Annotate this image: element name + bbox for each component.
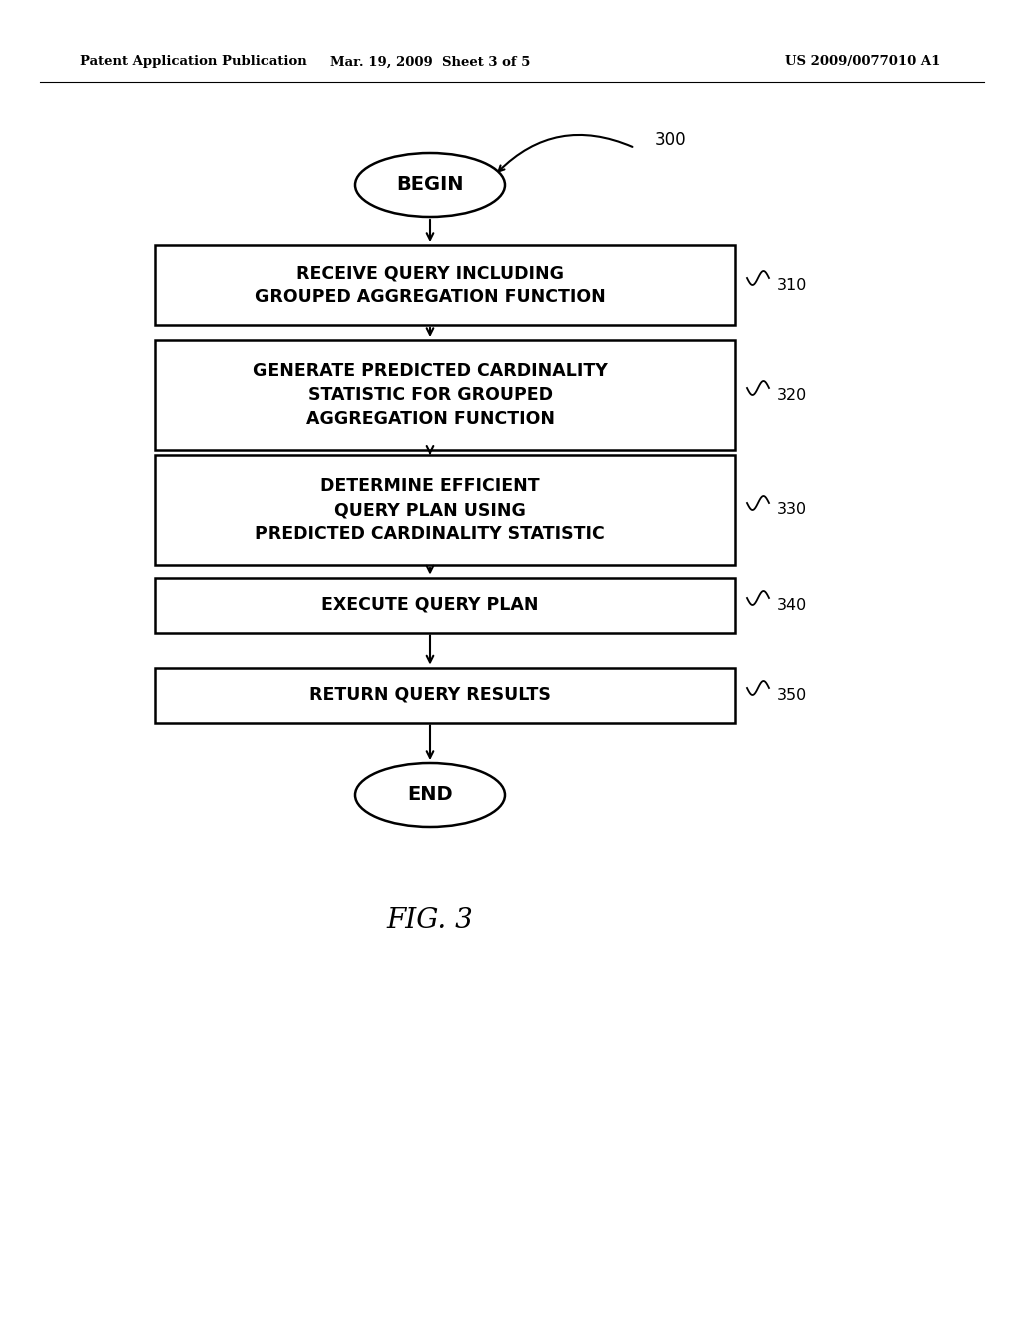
Text: EXECUTE QUERY PLAN: EXECUTE QUERY PLAN <box>322 597 539 614</box>
Text: RETURN QUERY RESULTS: RETURN QUERY RESULTS <box>309 686 551 704</box>
Text: DETERMINE EFFICIENT
QUERY PLAN USING
PREDICTED CARDINALITY STATISTIC: DETERMINE EFFICIENT QUERY PLAN USING PRE… <box>255 478 605 543</box>
Text: Patent Application Publication: Patent Application Publication <box>80 55 307 69</box>
Text: 310: 310 <box>777 277 807 293</box>
Text: 320: 320 <box>777 388 807 403</box>
Text: Mar. 19, 2009  Sheet 3 of 5: Mar. 19, 2009 Sheet 3 of 5 <box>330 55 530 69</box>
Text: RECEIVE QUERY INCLUDING
GROUPED AGGREGATION FUNCTION: RECEIVE QUERY INCLUDING GROUPED AGGREGAT… <box>255 264 605 306</box>
Text: FIG. 3: FIG. 3 <box>387 907 473 933</box>
Text: 300: 300 <box>655 131 687 149</box>
Text: BEGIN: BEGIN <box>396 176 464 194</box>
Text: US 2009/0077010 A1: US 2009/0077010 A1 <box>784 55 940 69</box>
Text: END: END <box>408 785 453 804</box>
Text: 340: 340 <box>777 598 807 612</box>
Text: 350: 350 <box>777 688 807 702</box>
Text: GENERATE PREDICTED CARDINALITY
STATISTIC FOR GROUPED
AGGREGATION FUNCTION: GENERATE PREDICTED CARDINALITY STATISTIC… <box>253 363 607 428</box>
Text: 330: 330 <box>777 503 807 517</box>
